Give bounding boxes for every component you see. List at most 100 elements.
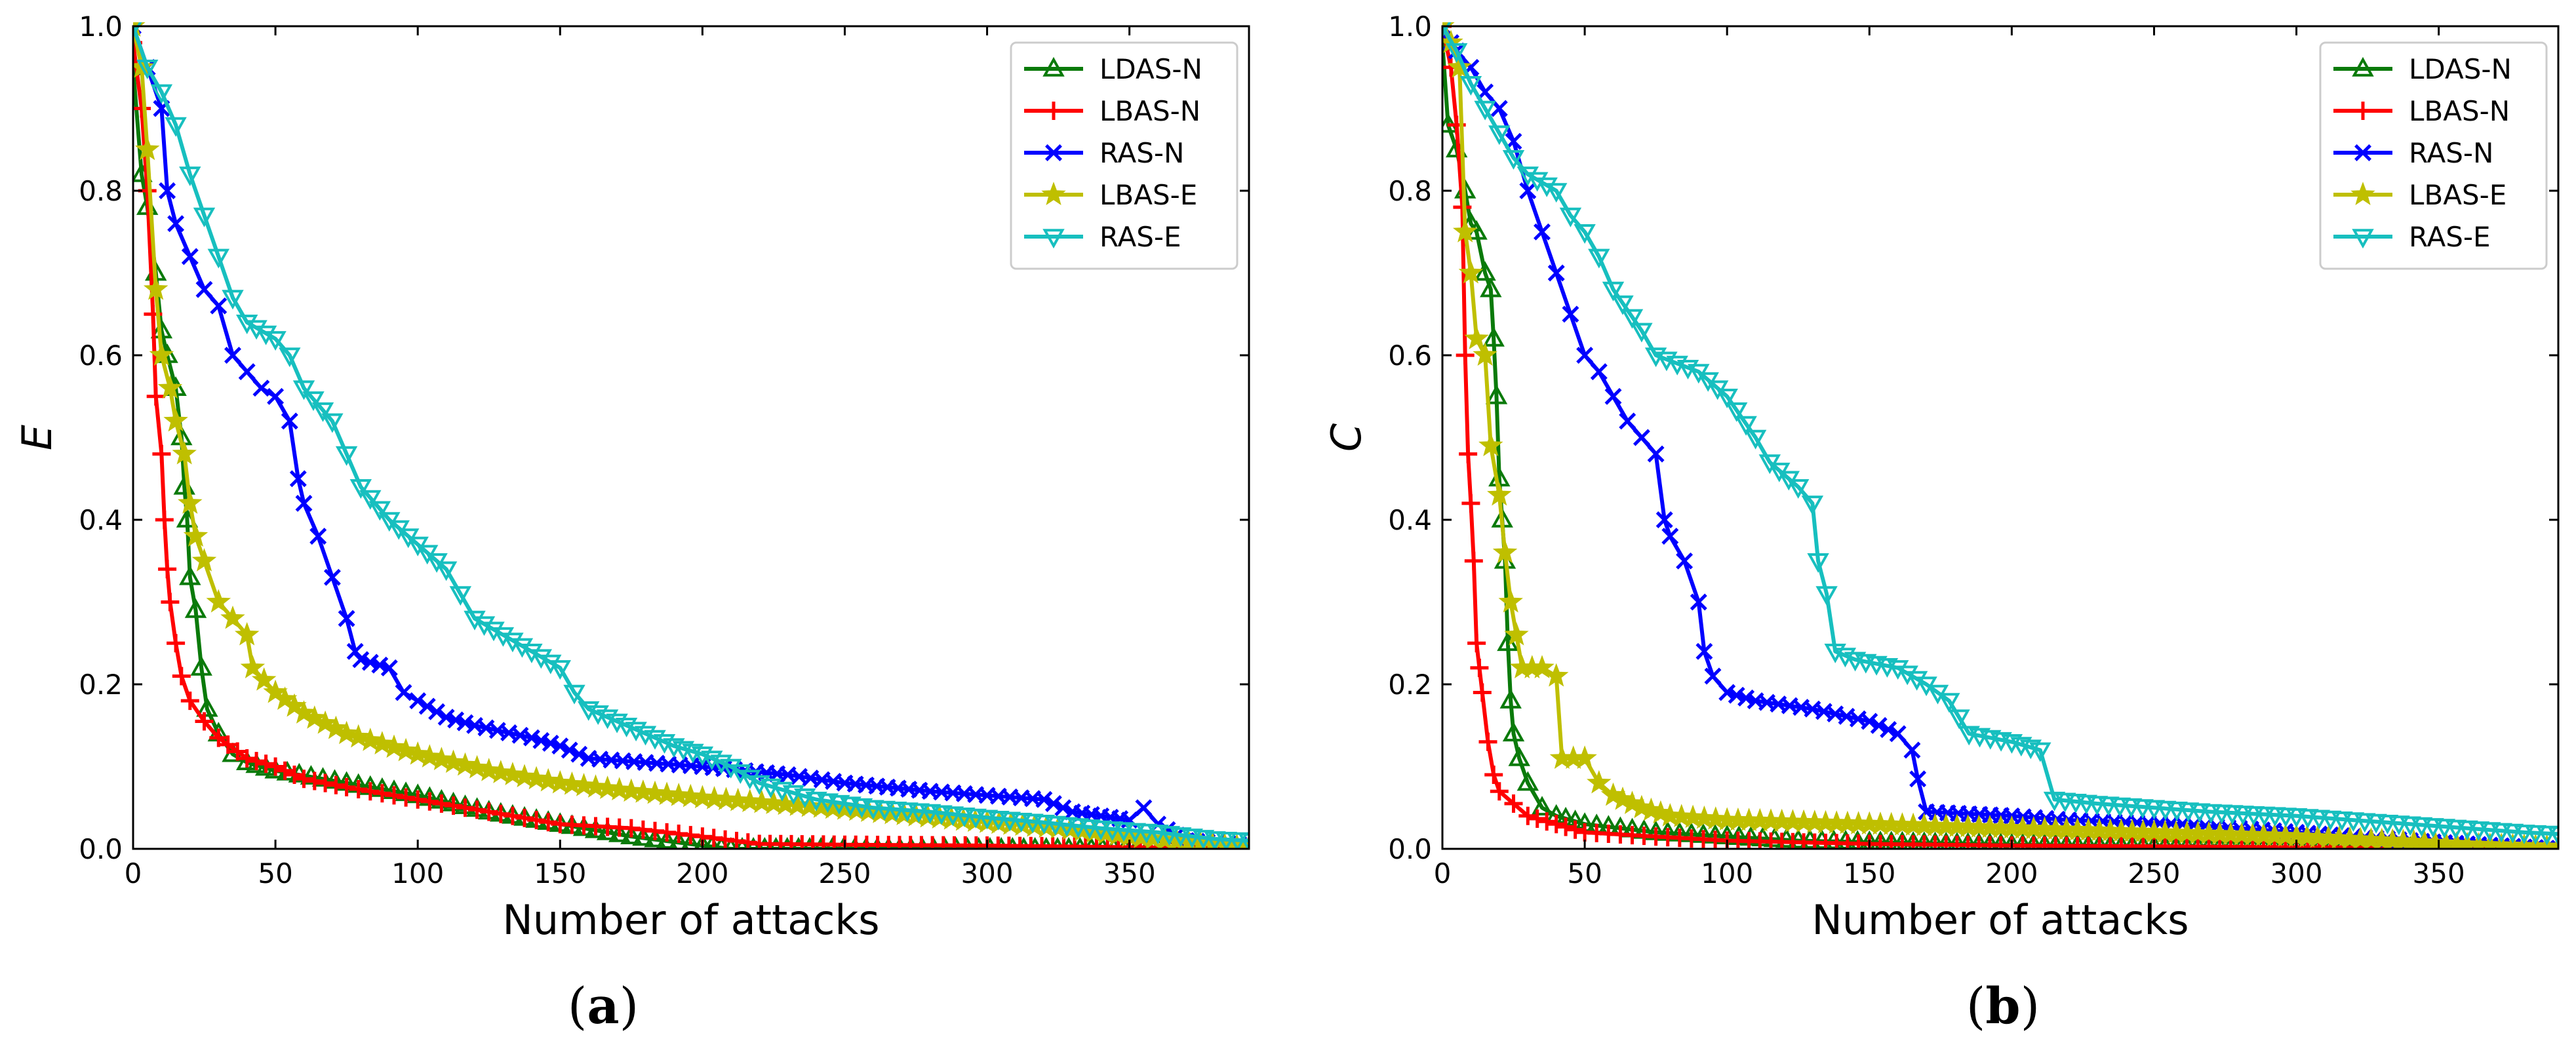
legend-marker	[2352, 56, 2374, 77]
data-point	[311, 767, 334, 787]
data-point	[1056, 817, 1078, 837]
data-point	[397, 788, 416, 807]
data-point	[1464, 326, 1489, 349]
data-point	[2120, 798, 2143, 818]
data-point	[143, 276, 168, 300]
data-point	[456, 714, 474, 732]
data-point	[532, 732, 550, 749]
data-point	[632, 826, 654, 846]
data-point	[2535, 825, 2558, 846]
legend-entry: RAS-N	[1024, 137, 1184, 169]
data-point	[2036, 833, 2053, 849]
data-point	[479, 802, 498, 821]
data-point	[382, 734, 406, 758]
data-point	[1892, 830, 1912, 849]
data-point	[371, 656, 389, 674]
data-point	[1896, 665, 1918, 686]
data-point	[1970, 832, 1989, 849]
data-point	[2297, 809, 2319, 829]
data-point	[839, 796, 862, 817]
data-point	[2410, 817, 2433, 837]
data-point	[1516, 166, 1539, 186]
x-tick-label: 150	[534, 857, 586, 889]
legend-entry: LDAS-N	[2333, 53, 2512, 85]
data-point	[281, 412, 298, 430]
data-point	[418, 697, 436, 715]
data-point	[2242, 806, 2265, 826]
data-point	[828, 794, 850, 815]
series-lbas-n	[1442, 22, 2558, 849]
data-point	[420, 792, 439, 811]
data-point	[2285, 808, 2308, 828]
data-point	[1530, 655, 1555, 678]
x-tick-label: 200	[676, 857, 728, 889]
data-point	[563, 684, 585, 705]
data-point	[596, 820, 619, 840]
legend-label: LDAS-N	[1100, 53, 1202, 85]
data-point	[2154, 800, 2177, 821]
data-point	[1861, 712, 1878, 730]
data-point	[523, 729, 540, 747]
data-point	[1498, 589, 1523, 613]
data-point	[167, 215, 185, 233]
data-point	[195, 281, 213, 298]
data-point	[190, 655, 212, 676]
data-point	[228, 742, 247, 761]
data-point	[191, 548, 217, 572]
data-point	[316, 773, 335, 792]
data-point	[1547, 815, 1566, 834]
data-point	[644, 827, 666, 848]
data-point	[570, 745, 588, 763]
data-point	[338, 610, 355, 627]
data-point	[2433, 819, 2456, 839]
legend-marker	[1042, 229, 1065, 249]
legend-marker	[2354, 102, 2372, 120]
data-point	[492, 627, 515, 647]
data-point	[163, 408, 188, 432]
data-point	[1881, 830, 1902, 849]
data-point	[500, 762, 525, 785]
data-point	[1807, 553, 1829, 573]
y-tick-label: 0.6	[1388, 340, 1432, 372]
data-point	[1556, 817, 1575, 836]
data-point	[323, 568, 341, 586]
data-point	[547, 770, 573, 794]
data-point	[149, 342, 174, 366]
data-point	[964, 808, 987, 829]
data-point	[1716, 388, 1738, 408]
data-point	[1105, 822, 1130, 846]
data-point	[167, 634, 186, 653]
legend-marker	[1041, 182, 1066, 205]
data-point	[409, 692, 427, 710]
data-point	[502, 633, 524, 653]
data-point	[172, 440, 197, 465]
data-point	[179, 166, 201, 186]
data-point	[926, 836, 941, 849]
data-point	[1470, 658, 1489, 677]
legend-entry: LDAS-N	[1024, 53, 1202, 85]
data-point	[2444, 819, 2467, 840]
data-point	[134, 136, 160, 161]
data-point	[2013, 832, 2032, 849]
data-point	[136, 60, 159, 79]
x-tick-label: 200	[1985, 857, 2038, 889]
plot-area	[1442, 22, 2558, 849]
data-point	[327, 775, 346, 794]
data-point	[207, 248, 230, 269]
data-point	[1612, 295, 1634, 315]
data-point	[361, 782, 380, 801]
data-point	[1526, 172, 1549, 192]
data-point	[1566, 820, 1585, 839]
data-point	[289, 470, 307, 488]
data-point	[254, 325, 277, 345]
data-point	[1502, 722, 1525, 742]
data-point	[1909, 770, 1927, 788]
data-point	[1602, 281, 1625, 302]
data-point	[193, 207, 216, 227]
data-point	[380, 659, 398, 676]
data-point	[884, 802, 907, 821]
data-point	[1690, 593, 1707, 611]
data-point	[1079, 819, 1101, 839]
data-point	[1485, 384, 1508, 404]
data-point	[816, 793, 839, 813]
